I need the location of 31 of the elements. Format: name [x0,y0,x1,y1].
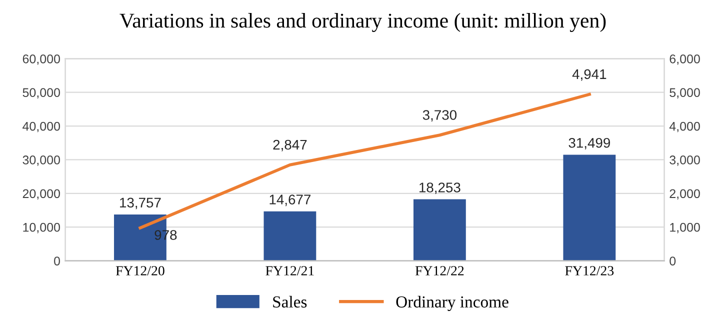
y2-tick-label: 1,000 [670,222,700,234]
y-tick-label: 50,000 [22,88,60,98]
y2-tick-label: 0 [670,256,676,266]
chart-title: Variations in sales and ordinary income (unit: million yen) [120,13,606,32]
y-tick-label: 20,000 [22,189,60,200]
legend-label: Sales [273,296,307,308]
x-tick-label: FY12/22 [415,266,464,276]
bar [413,199,466,261]
y-tick-label: 40,000 [22,122,60,132]
bar [264,211,316,261]
y-tick-label: 10,000 [23,222,60,234]
y2-tick-label: 5,000 [670,88,700,98]
data-label: 31,499 [568,138,610,150]
bar [563,154,616,261]
legend-label: Ordinary income [396,296,508,311]
y2-tick-label: 6,000 [670,54,700,65]
data-label: 2,847 [273,140,307,152]
y2-tick-label: 4,000 [669,122,700,132]
y-tick-label: 60,000 [22,54,60,65]
y2-tick-label: 2,000 [670,189,700,200]
data-label: 18,253 [420,182,460,194]
y2-tick-label: 3,000 [670,156,700,166]
data-label: 13,757 [120,198,161,210]
data-label: 3,730 [422,110,457,122]
x-tick-label: FY12/23 [565,266,614,276]
x-tick-label: FY12/20 [116,266,164,276]
x-tick-label: FY12/21 [266,266,314,276]
data-label: 14,677 [270,194,310,206]
y-tick-label: 30,000 [22,156,60,166]
y-tick-label: 0 [54,256,60,266]
data-label: 4,941 [572,69,606,81]
